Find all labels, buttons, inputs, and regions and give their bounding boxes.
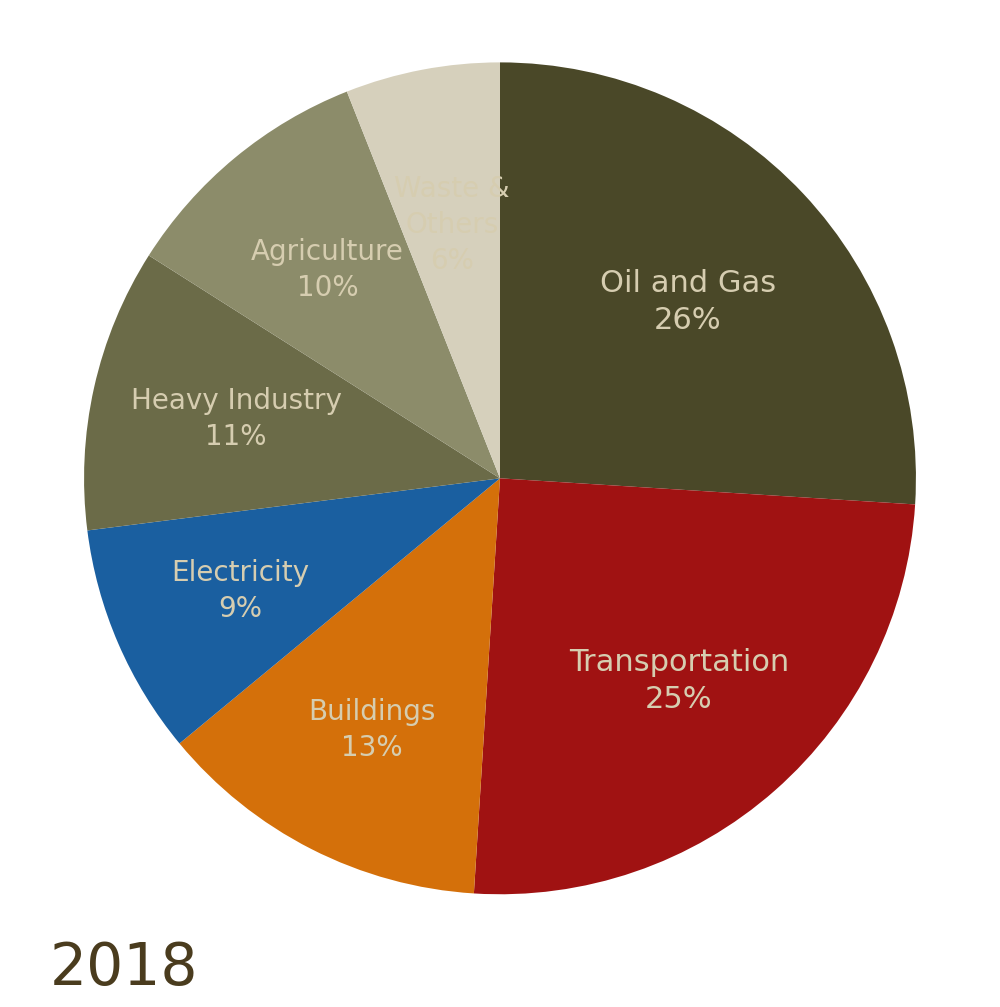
Text: Waste &
Others
6%: Waste & Others 6% [394, 175, 509, 275]
Wedge shape [474, 478, 915, 894]
Wedge shape [347, 62, 500, 478]
Wedge shape [87, 478, 500, 743]
Wedge shape [84, 256, 500, 531]
Text: Electricity
9%: Electricity 9% [171, 559, 309, 622]
Wedge shape [149, 92, 500, 478]
Wedge shape [500, 62, 916, 505]
Text: 2018: 2018 [50, 940, 198, 997]
Text: Transportation
25%: Transportation 25% [569, 649, 789, 714]
Text: Oil and Gas
26%: Oil and Gas 26% [600, 269, 776, 334]
Text: Heavy Industry
11%: Heavy Industry 11% [131, 388, 342, 451]
Text: Agriculture
10%: Agriculture 10% [251, 239, 404, 302]
Text: Buildings
13%: Buildings 13% [308, 699, 435, 762]
Wedge shape [180, 478, 500, 893]
